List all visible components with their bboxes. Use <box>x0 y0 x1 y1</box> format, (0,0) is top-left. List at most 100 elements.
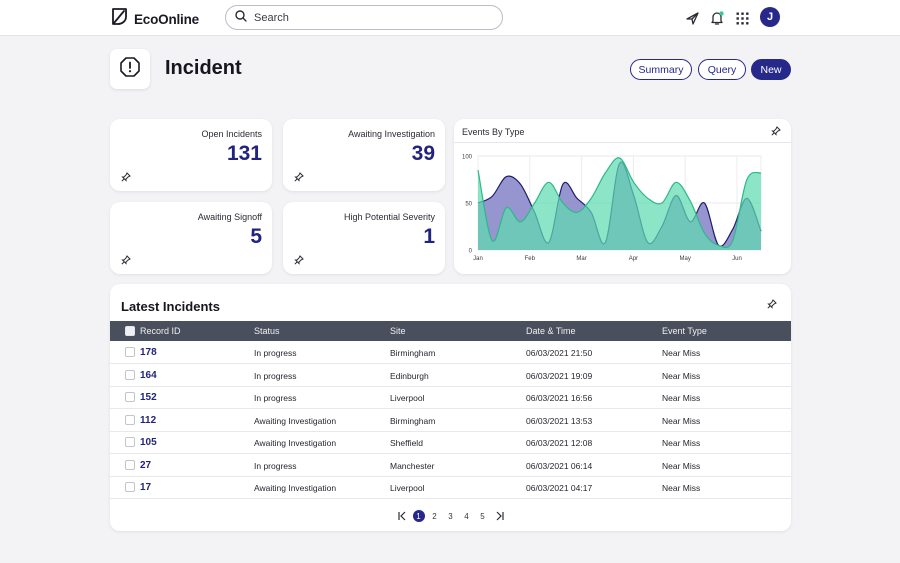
pin-icon[interactable] <box>120 254 131 265</box>
page-button-5[interactable]: 5 <box>480 511 485 521</box>
y-tick-label: 50 <box>465 202 472 208</box>
stat-card-awaiting-signoff[interactable]: Awaiting Signoff 5 <box>110 202 272 274</box>
table-row[interactable]: 105 Awaiting Investigation Sheffield 06/… <box>110 432 791 454</box>
site-cell: Sheffield <box>390 438 423 448</box>
rocket-icon[interactable] <box>683 9 701 27</box>
search-input[interactable] <box>254 11 474 24</box>
row-checkbox[interactable] <box>125 347 135 357</box>
status-cell: In progress <box>254 370 297 381</box>
brand-logo[interactable]: EcoOnline <box>110 7 199 31</box>
table-row[interactable]: 178 In progress Birmingham 06/03/2021 21… <box>110 342 791 364</box>
search-bar[interactable] <box>225 5 503 30</box>
y-tick-label: 100 <box>462 155 473 161</box>
top-bar: EcoOnline J <box>0 0 900 36</box>
site-cell: Birmingham <box>390 415 436 426</box>
stat-value: 39 <box>411 142 435 165</box>
row-checkbox[interactable] <box>125 392 135 402</box>
stat-card-high-potential-severity[interactable]: High Potential Severity 1 <box>283 202 445 274</box>
summary-button[interactable]: Summary <box>630 59 692 80</box>
row-checkbox[interactable] <box>125 369 135 380</box>
row-checkbox[interactable] <box>125 414 135 425</box>
column-header-date-time[interactable]: Date & Time <box>526 326 576 336</box>
events-by-type-chart-card: Events By Type 0 50 100 Jan Feb Mar Apr May Jun <box>454 119 791 274</box>
page-button-2[interactable]: 2 <box>432 511 437 521</box>
stat-label: Awaiting Investigation <box>348 129 435 139</box>
row-checkbox[interactable] <box>125 437 135 447</box>
x-tick-label: Jan <box>473 256 483 262</box>
stat-label: Open Incidents <box>201 129 262 139</box>
select-all-checkbox[interactable] <box>125 326 135 336</box>
search-icon <box>235 9 247 27</box>
notification-bell-icon[interactable] <box>708 9 726 27</box>
apps-grid-icon[interactable] <box>733 9 751 27</box>
stat-value: 1 <box>423 225 435 248</box>
stat-card-open-incidents[interactable]: Open Incidents 131 <box>110 119 272 191</box>
record-id-link[interactable]: 164 <box>140 369 157 381</box>
incident-icon-tile <box>110 49 150 89</box>
row-checkbox[interactable] <box>125 459 135 470</box>
site-cell: Liverpool <box>390 393 425 403</box>
pin-icon[interactable] <box>120 171 131 182</box>
record-id-link[interactable]: 178 <box>140 347 157 358</box>
date-time-cell: 06/03/2021 13:53 <box>526 415 593 426</box>
column-header-record-id[interactable]: Record ID <box>140 326 181 336</box>
site-cell: Manchester <box>390 460 435 471</box>
pagination: 1 2 3 4 5 <box>110 509 791 523</box>
area-chart: 0 50 100 Jan Feb Mar Apr May Jun <box>462 155 762 262</box>
page-button-4[interactable]: 4 <box>464 511 469 521</box>
date-time-cell: 06/03/2021 04:17 <box>526 483 593 493</box>
new-button[interactable]: New <box>751 59 791 80</box>
event-type-cell: Near Miss <box>662 370 701 381</box>
last-page-icon[interactable] <box>493 510 507 522</box>
chart-divider <box>454 142 791 143</box>
column-header-site[interactable]: Site <box>390 326 406 336</box>
user-avatar[interactable]: J <box>760 7 780 27</box>
date-time-cell: 06/03/2021 12:08 <box>526 438 593 448</box>
stat-value: 5 <box>250 225 262 248</box>
query-button[interactable]: Query <box>698 59 746 80</box>
chart-title: Events By Type <box>462 127 525 137</box>
stat-label: High Potential Severity <box>343 212 435 222</box>
table-row[interactable]: 17 Awaiting Investigation Liverpool 06/0… <box>110 477 791 499</box>
x-tick-label: Apr <box>629 256 638 262</box>
first-page-icon[interactable] <box>395 510 409 522</box>
site-cell: Edinburgh <box>390 370 429 381</box>
stat-card-awaiting-investigation[interactable]: Awaiting Investigation 39 <box>283 119 445 191</box>
brand-name: EcoOnline <box>134 11 199 27</box>
series-area-green-line <box>477 157 762 249</box>
series-area-green <box>478 157 761 250</box>
record-id-link[interactable]: 152 <box>140 392 157 403</box>
status-cell: Awaiting Investigation <box>254 483 337 493</box>
x-tick-label: Feb <box>525 256 536 262</box>
table-row[interactable]: 152 In progress Liverpool 06/03/2021 16:… <box>110 387 791 409</box>
pin-icon[interactable] <box>766 298 777 309</box>
status-cell: In progress <box>254 393 297 403</box>
date-time-cell: 06/03/2021 06:14 <box>526 460 593 471</box>
x-tick-label: May <box>680 256 691 262</box>
table-row[interactable]: 27 In progress Manchester 06/03/2021 06:… <box>110 455 791 477</box>
status-cell: Awaiting Investigation <box>254 438 337 448</box>
date-time-cell: 06/03/2021 21:50 <box>526 348 593 358</box>
status-cell: In progress <box>254 460 297 471</box>
pin-icon[interactable] <box>293 254 304 265</box>
page-button-1[interactable]: 1 <box>412 510 425 522</box>
pin-icon[interactable] <box>293 171 304 182</box>
column-header-event-type[interactable]: Event Type <box>662 326 707 336</box>
record-id-link[interactable]: 27 <box>140 459 152 471</box>
x-tick-label: Mar <box>576 256 586 262</box>
date-time-cell: 06/03/2021 16:56 <box>526 393 593 403</box>
ecoonline-logo-icon <box>110 7 129 31</box>
latest-incidents-card: Latest Incidents Record ID Status Site D… <box>110 284 791 531</box>
record-id-link[interactable]: 105 <box>140 437 157 448</box>
y-tick-label: 0 <box>469 249 473 255</box>
column-header-status[interactable]: Status <box>254 326 280 336</box>
event-type-cell: Near Miss <box>662 393 701 403</box>
pin-icon[interactable] <box>770 125 781 136</box>
record-id-link[interactable]: 17 <box>140 482 152 493</box>
record-id-link[interactable]: 112 <box>140 414 157 426</box>
row-checkbox[interactable] <box>125 482 135 492</box>
site-cell: Birmingham <box>390 348 436 358</box>
page-button-3[interactable]: 3 <box>448 511 453 521</box>
table-row[interactable]: 164 In progress Edinburgh 06/03/2021 19:… <box>110 365 791 387</box>
table-row[interactable]: 112 Awaiting Investigation Birmingham 06… <box>110 410 791 432</box>
